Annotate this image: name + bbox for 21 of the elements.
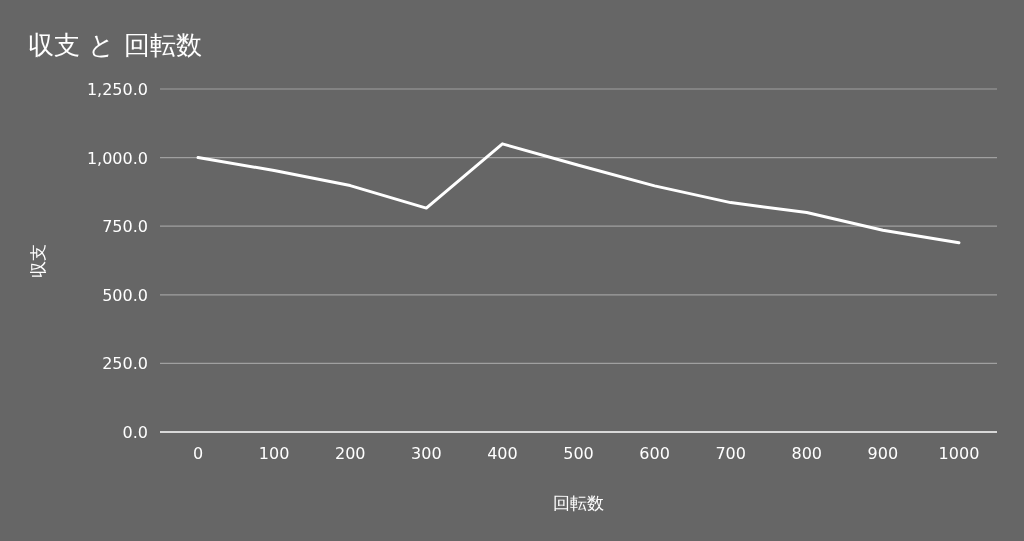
chart-title: 収支 と 回転数 xyxy=(28,30,202,60)
x-tick-label: 700 xyxy=(715,444,746,463)
x-tick-label: 200 xyxy=(334,444,366,463)
x-tick-label: 0 xyxy=(192,444,204,463)
x-tick-label: 1000 xyxy=(938,444,980,463)
x-tick-label: 900 xyxy=(867,444,899,463)
line-series xyxy=(196,142,961,245)
y-tick-label: 0.0 xyxy=(122,423,148,442)
y-tick-label: 750.0 xyxy=(102,217,148,237)
x-tick-label: 800 xyxy=(791,444,823,463)
x-tick-label: 500 xyxy=(563,444,594,463)
y-tick-label: 500.0 xyxy=(102,285,148,305)
x-tick-label: 300 xyxy=(411,444,442,463)
x-tick-label: 600 xyxy=(639,444,670,463)
y-tick-label: 1,250.0 xyxy=(86,80,148,99)
y-axis-title: 収支 xyxy=(28,243,48,278)
x-axis-title: 回転数 xyxy=(553,493,604,513)
x-tick-label: 400 xyxy=(487,444,518,463)
y-tick-label: 250.0 xyxy=(102,354,148,374)
y-tick-label: 1,000.0 xyxy=(86,148,148,168)
x-tick-label: 100 xyxy=(258,444,290,463)
